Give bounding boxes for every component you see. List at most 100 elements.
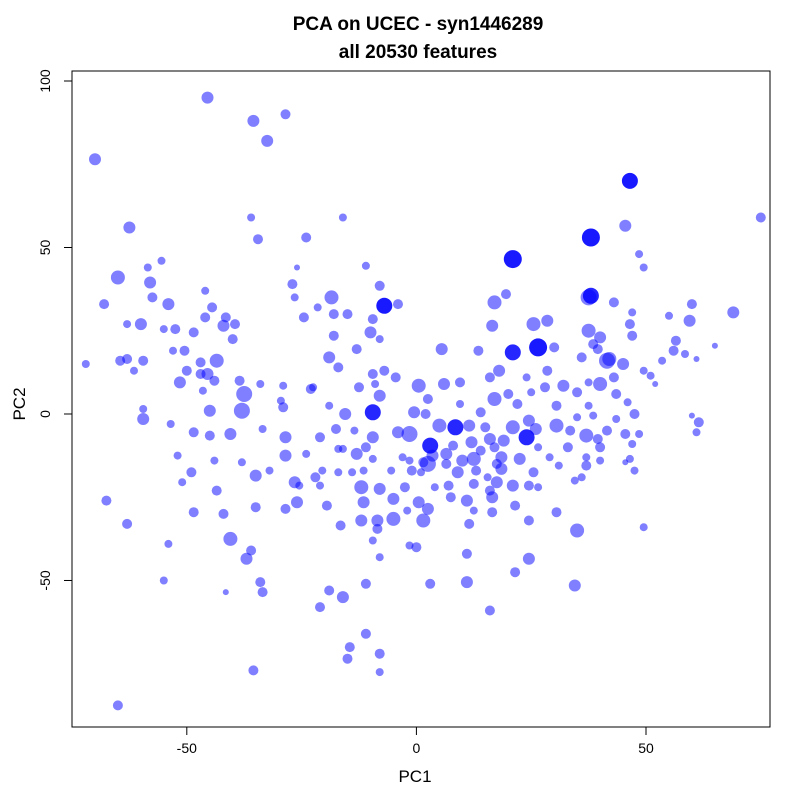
data-point	[551, 400, 562, 411]
data-point	[529, 423, 542, 435]
data-point	[338, 444, 347, 453]
data-point	[469, 506, 478, 515]
data-point	[582, 453, 591, 462]
data-point	[339, 408, 352, 420]
data-point	[421, 502, 434, 515]
data-point	[130, 366, 138, 375]
data-point	[652, 381, 659, 387]
data-point	[122, 354, 133, 364]
data-point	[681, 350, 689, 358]
data-point	[635, 250, 644, 259]
data-point	[368, 536, 377, 545]
data-point	[557, 379, 570, 392]
data-point	[445, 492, 456, 503]
data-point	[134, 318, 147, 331]
data-point	[501, 289, 511, 300]
data-point	[630, 466, 639, 475]
data-point	[455, 377, 465, 388]
data-point	[608, 297, 619, 308]
data-point	[487, 507, 498, 518]
data-point	[473, 345, 484, 356]
data-point	[711, 342, 718, 349]
data-point	[143, 263, 152, 272]
data-point	[144, 276, 157, 289]
data-point	[670, 335, 681, 346]
data-point	[338, 213, 347, 222]
data-point	[579, 428, 594, 443]
data-point	[483, 433, 496, 445]
data-point	[247, 213, 256, 222]
data-point	[344, 642, 355, 653]
data-point	[692, 428, 701, 437]
data-point	[416, 513, 431, 528]
data-point	[188, 507, 199, 518]
data-point	[592, 434, 603, 444]
data-point	[364, 404, 381, 421]
data-point	[233, 402, 250, 419]
data-point	[328, 309, 339, 320]
data-point	[584, 401, 593, 410]
y-tick-label: 50	[37, 239, 53, 255]
data-point	[581, 460, 592, 471]
data-point	[448, 440, 459, 451]
data-point	[257, 587, 268, 598]
data-point	[255, 577, 266, 588]
data-point	[360, 628, 371, 639]
data-point	[375, 668, 384, 677]
y-tick-label: 100	[37, 69, 53, 93]
data-point	[287, 279, 298, 290]
data-point	[348, 468, 357, 477]
data-point	[357, 496, 370, 509]
data-point	[624, 319, 635, 330]
data-point	[451, 466, 464, 479]
data-point	[279, 449, 292, 462]
y-tick-label: 0	[37, 410, 53, 418]
data-point	[596, 456, 605, 465]
data-point	[240, 552, 253, 565]
data-point	[291, 496, 303, 509]
data-point	[399, 482, 410, 493]
data-point	[280, 109, 291, 120]
data-point	[523, 480, 534, 491]
data-point	[315, 432, 325, 443]
data-point	[541, 314, 554, 327]
data-point	[639, 366, 648, 375]
data-point	[456, 454, 469, 467]
data-point	[534, 443, 543, 452]
data-point	[570, 476, 579, 485]
data-point	[280, 503, 291, 514]
data-point	[639, 523, 648, 532]
data-point	[364, 326, 377, 339]
data-point	[480, 422, 491, 433]
data-point	[461, 548, 472, 559]
data-point	[222, 589, 229, 596]
data-point	[331, 424, 341, 434]
data-point	[486, 491, 499, 504]
data-point	[484, 605, 495, 616]
data-point	[599, 352, 615, 369]
data-point	[374, 280, 385, 291]
data-point	[595, 442, 606, 453]
data-point	[203, 404, 216, 417]
data-point	[354, 480, 369, 495]
data-point	[200, 312, 211, 323]
data-point	[584, 378, 593, 387]
data-point	[162, 298, 175, 311]
data-point	[325, 401, 334, 410]
data-point	[164, 539, 173, 548]
data-point	[374, 648, 385, 659]
data-point	[157, 256, 166, 265]
data-point	[249, 469, 262, 482]
y-axis: -50 0 50 100	[37, 69, 73, 591]
data-point	[623, 398, 632, 407]
data-point	[181, 365, 192, 376]
data-point	[315, 602, 325, 613]
data-point	[466, 451, 481, 466]
y-axis-label: PC2	[10, 387, 29, 420]
data-point	[217, 319, 230, 332]
data-point	[324, 290, 339, 305]
data-point	[562, 442, 573, 453]
data-point	[342, 309, 353, 320]
data-point	[460, 576, 473, 589]
